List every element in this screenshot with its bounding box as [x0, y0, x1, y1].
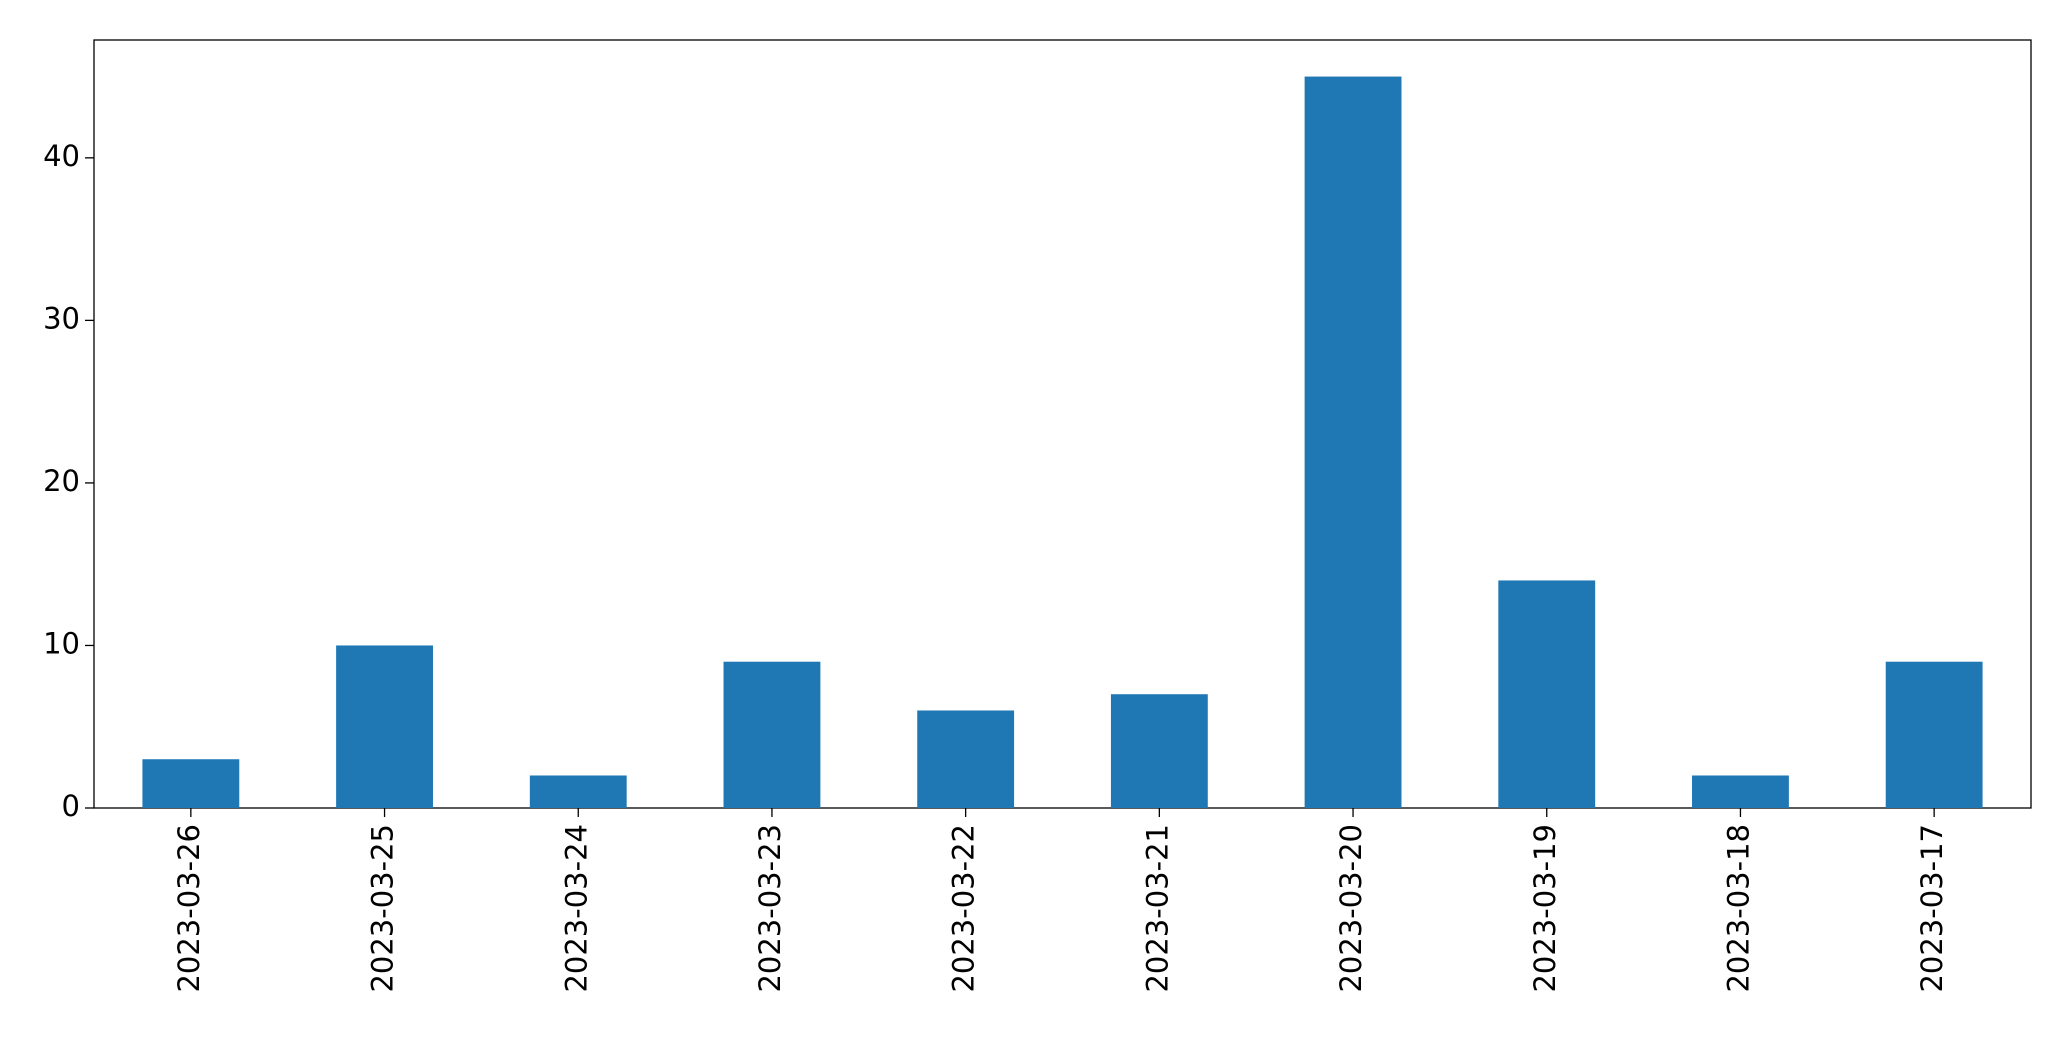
- x-tick-label: 2023-03-23: [753, 824, 787, 993]
- y-tick-label: 0: [62, 789, 80, 823]
- bar: [723, 661, 821, 808]
- bar: [917, 710, 1015, 808]
- x-tick-label: 2023-03-18: [1721, 824, 1755, 993]
- x-tick-label: 2023-03-20: [1334, 824, 1368, 993]
- x-tick-label: 2023-03-26: [172, 824, 206, 993]
- y-tick-label: 40: [43, 139, 80, 173]
- bar: [1110, 694, 1208, 808]
- bar: [336, 645, 433, 808]
- y-tick-label: 10: [43, 626, 80, 660]
- bar: [1498, 580, 1596, 808]
- bar: [142, 759, 240, 808]
- x-tick-label: 2023-03-21: [1140, 824, 1174, 993]
- plot-frame: [93, 39, 2032, 809]
- x-tick-label: 2023-03-19: [1528, 824, 1562, 993]
- x-tick-label: 2023-03-17: [1915, 824, 1949, 993]
- x-tick-label: 2023-03-24: [559, 824, 593, 993]
- y-tick-label: 30: [43, 301, 80, 335]
- bar: [1885, 661, 1983, 808]
- y-tick-label: 20: [43, 464, 80, 498]
- x-tick-label: 2023-03-22: [947, 824, 981, 993]
- x-tick-label: 2023-03-25: [366, 824, 400, 993]
- bar: [1304, 76, 1402, 809]
- bar: [529, 775, 627, 808]
- bar: [1692, 775, 1789, 808]
